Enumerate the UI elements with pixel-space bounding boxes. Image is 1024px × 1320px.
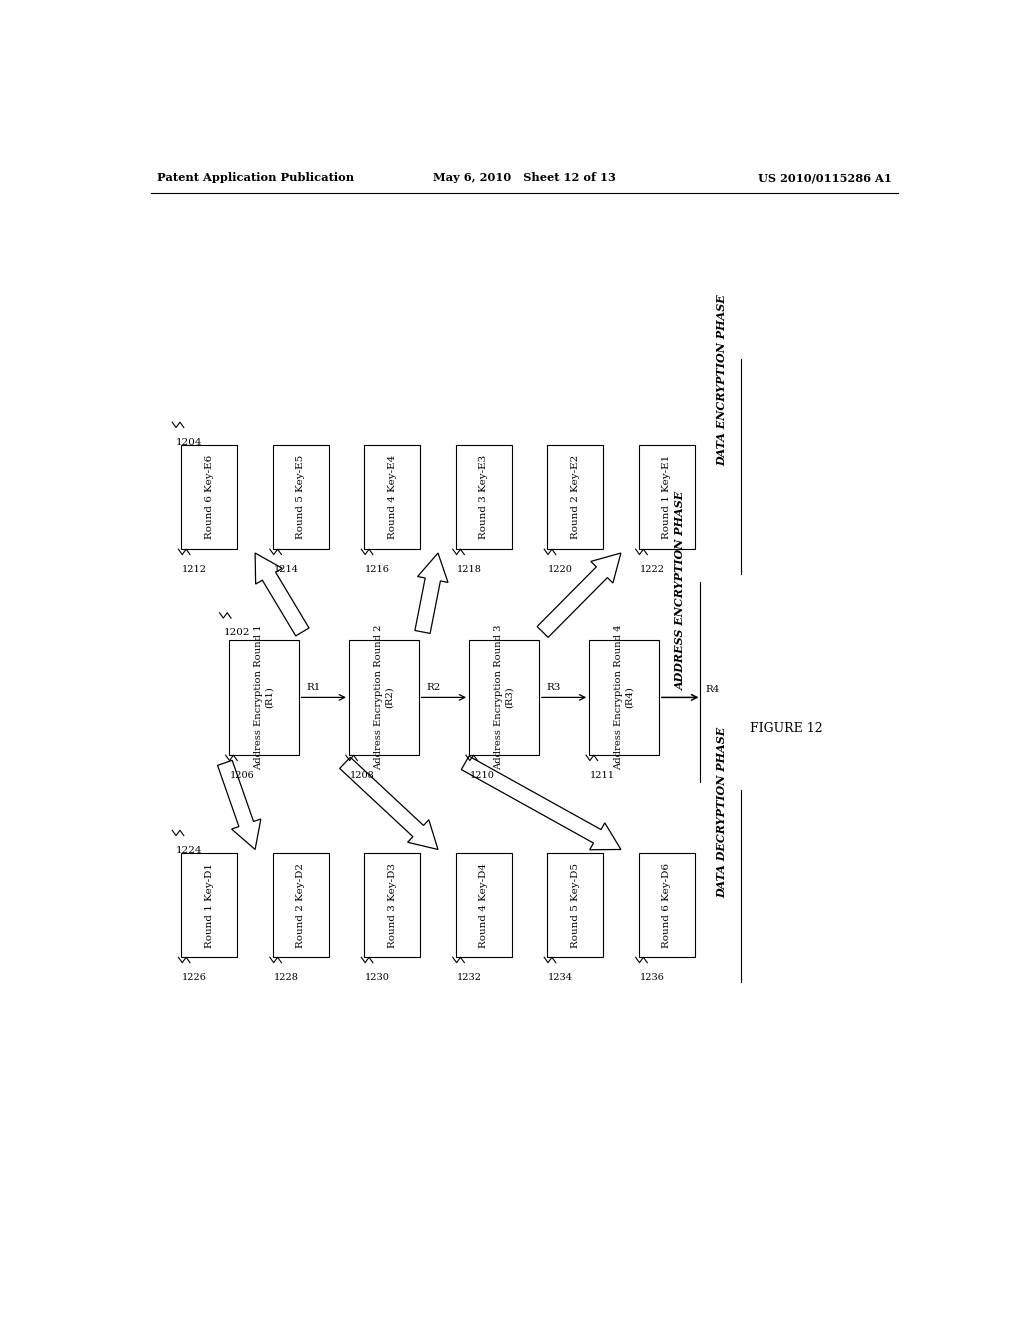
Polygon shape [217,760,261,850]
Text: 1214: 1214 [273,565,299,574]
Text: R1: R1 [306,682,321,692]
Text: Address Encryption Round 3
(R3): Address Encryption Round 3 (R3) [495,624,514,770]
Text: 1220: 1220 [548,565,572,574]
FancyBboxPatch shape [456,853,512,957]
Polygon shape [255,553,309,636]
Text: Round 4 Key-D4: Round 4 Key-D4 [479,863,488,948]
FancyBboxPatch shape [228,640,299,755]
Text: 1236: 1236 [640,973,665,982]
Text: 1228: 1228 [273,973,299,982]
Text: ADDRESS ENCRYPTION PHASE: ADDRESS ENCRYPTION PHASE [675,491,686,689]
Text: 1204: 1204 [176,437,203,446]
FancyBboxPatch shape [181,445,238,549]
Text: Round 5 Key-E5: Round 5 Key-E5 [296,455,305,540]
Text: 1208: 1208 [349,771,375,780]
Text: 1206: 1206 [229,771,254,780]
Polygon shape [415,553,449,634]
Text: 1226: 1226 [182,973,207,982]
Text: Round 1 Key-E1: Round 1 Key-E1 [663,455,671,540]
Text: Round 4 Key-E4: Round 4 Key-E4 [388,455,396,540]
Text: Round 6 Key-E6: Round 6 Key-E6 [205,455,214,540]
Text: 1216: 1216 [366,565,390,574]
FancyBboxPatch shape [589,640,658,755]
FancyBboxPatch shape [639,445,694,549]
Text: 1232: 1232 [457,973,481,982]
FancyBboxPatch shape [456,445,512,549]
Polygon shape [538,553,621,638]
Text: 1202: 1202 [223,628,250,638]
Text: 1218: 1218 [457,565,481,574]
Text: 1234: 1234 [548,973,573,982]
FancyBboxPatch shape [349,640,419,755]
Text: Address Encryption Round 4
(R4): Address Encryption Round 4 (R4) [614,624,634,770]
Text: 1230: 1230 [366,973,390,982]
FancyBboxPatch shape [365,853,420,957]
Text: US 2010/0115286 A1: US 2010/0115286 A1 [759,172,892,183]
Text: Address Encryption Round 1
(R1): Address Encryption Round 1 (R1) [254,624,273,770]
Text: Patent Application Publication: Patent Application Publication [158,172,354,183]
Text: Round 5 Key-D5: Round 5 Key-D5 [570,863,580,948]
Text: Round 3 Key-E3: Round 3 Key-E3 [479,455,488,540]
FancyBboxPatch shape [469,640,539,755]
Text: Round 2 Key-E2: Round 2 Key-E2 [570,455,580,540]
Text: R3: R3 [547,682,561,692]
Text: 1210: 1210 [470,771,495,780]
FancyBboxPatch shape [181,853,238,957]
Text: Address Encryption Round 2
(R2): Address Encryption Round 2 (R2) [374,624,393,770]
Text: Round 2 Key-D2: Round 2 Key-D2 [296,863,305,948]
Text: DATA ENCRYPTION PHASE: DATA ENCRYPTION PHASE [716,294,727,466]
Text: R2: R2 [426,682,440,692]
Polygon shape [340,758,438,850]
Text: Round 3 Key-D3: Round 3 Key-D3 [388,863,396,948]
Text: R4: R4 [706,685,720,693]
Text: 1211: 1211 [590,771,614,780]
Polygon shape [462,756,621,850]
Text: 1222: 1222 [640,565,665,574]
Text: May 6, 2010   Sheet 12 of 13: May 6, 2010 Sheet 12 of 13 [433,172,616,183]
Text: 1224: 1224 [176,846,203,854]
FancyBboxPatch shape [273,853,329,957]
FancyBboxPatch shape [639,853,694,957]
Text: 1212: 1212 [182,565,207,574]
FancyBboxPatch shape [273,445,329,549]
FancyBboxPatch shape [547,853,603,957]
Text: DATA DECRYPTION PHASE: DATA DECRYPTION PHASE [716,726,727,898]
Text: Round 1 Key-D1: Round 1 Key-D1 [205,863,214,948]
Text: FIGURE 12: FIGURE 12 [751,722,823,735]
FancyBboxPatch shape [365,445,420,549]
FancyBboxPatch shape [547,445,603,549]
Text: Round 6 Key-D6: Round 6 Key-D6 [663,863,671,948]
